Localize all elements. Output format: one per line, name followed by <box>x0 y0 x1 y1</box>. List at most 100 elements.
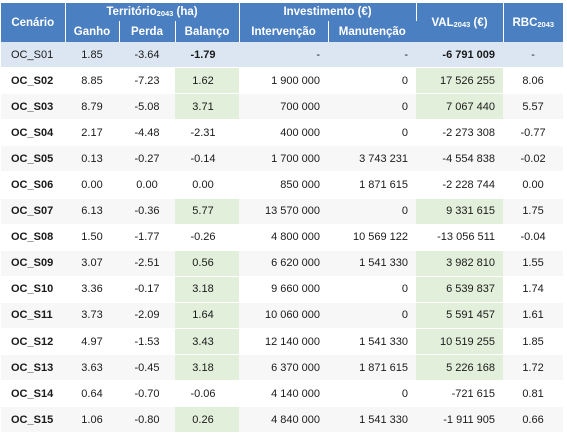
header-intervention: Intervenção <box>239 21 329 42</box>
table-row: OC_S15 1.06 -0.80 0.26 4 840 000 1 541 330 -1 … <box>1 406 564 434</box>
intervention-cell: 4 840 000 <box>239 406 329 434</box>
val-cell: 3 982 810 <box>416 250 504 277</box>
intervention-cell: - <box>239 42 329 69</box>
maintenance-cell: 1 871 615 <box>328 354 417 382</box>
table-row: OC_S09 3.07 -2.51 0.56 6 620 000 1 541 330 3 9… <box>1 250 564 277</box>
maintenance-cell: 3 743 231 <box>328 145 417 173</box>
loss-cell: -0.17 <box>119 276 175 303</box>
table-row: OC_S03 8.79 -5.08 3.71 700 000 0 7 067 440 5.57 <box>1 93 564 121</box>
gain-cell: 6.13 <box>65 198 119 225</box>
intervention-cell: 9 660 000 <box>239 276 329 303</box>
rbc-cell: 0.81 <box>503 380 564 408</box>
maintenance-cell: 0 <box>328 276 417 303</box>
rbc-cell: 5.57 <box>503 93 564 121</box>
header-scenario: Cenário <box>1 3 66 42</box>
intervention-cell: 4 800 000 <box>239 224 329 251</box>
maintenance-cell: 0 <box>328 119 417 147</box>
balance-cell: 0.26 <box>175 406 240 434</box>
table-row: OC_S10 3.36 -0.17 3.18 9 660 000 0 6 539 837 1.… <box>1 276 564 303</box>
val-cell: 5 226 168 <box>416 354 504 382</box>
scenario-name-cell: OC_S14 <box>1 380 65 408</box>
gain-cell: 3.73 <box>65 302 119 330</box>
scenario-name-cell: OC_S03 <box>1 93 65 121</box>
scenario-name-cell: OC_S02 <box>1 67 65 95</box>
balance-cell: 5.77 <box>175 198 240 225</box>
maintenance-cell: 1 541 330 <box>328 250 417 277</box>
maintenance-cell: 0 <box>328 302 417 330</box>
loss-cell: 0.00 <box>119 171 175 199</box>
intervention-cell: 13 570 000 <box>239 198 329 225</box>
scenario-name-cell: OC_S12 <box>1 328 65 356</box>
balance-cell: -1.79 <box>175 42 240 69</box>
header-row-top: Cenário Território2043 (ha) Investimento… <box>1 3 564 42</box>
scenario-results-table: Cenário Território2043 (ha) Investimento… <box>1 3 564 434</box>
table-row: OC_S06 0.00 0.00 0.00 850 000 1 871 615 -2 228… <box>1 171 564 199</box>
loss-cell: -0.70 <box>119 380 175 408</box>
maintenance-cell: 1 541 330 <box>328 328 417 356</box>
loss-cell: -2.51 <box>119 250 175 277</box>
gain-cell: 3.36 <box>65 276 119 303</box>
maintenance-cell: 1 871 615 <box>328 171 417 199</box>
header-gain: Ganho <box>65 21 120 42</box>
scenario-name-cell: OC_S11 <box>1 302 65 330</box>
rbc-cell: 1.61 <box>503 302 564 330</box>
loss-cell: -7.23 <box>119 67 175 95</box>
table-row: OC_S01 1.85 -3.64 -1.79- - -6 791 009- <box>1 42 564 69</box>
maintenance-cell: 0 <box>328 93 417 121</box>
gain-cell: 0.00 <box>65 171 119 199</box>
header-row-sub: Ganho Perda Balanço Intervenção Manutenç… <box>1 21 563 42</box>
balance-cell: -0.06 <box>175 380 240 408</box>
table-row: OC_S13 3.63 -0.45 3.18 6 370 000 1 871 615 5 2… <box>1 354 564 382</box>
val-cell: -1 911 905 <box>416 406 504 434</box>
scenario-name-cell: OC_S05 <box>1 145 65 173</box>
val-cell: -2 228 744 <box>416 171 504 199</box>
val-cell: 10 519 255 <box>416 328 504 356</box>
loss-cell: -0.27 <box>119 145 175 173</box>
header-balance: Balanço <box>175 21 240 42</box>
loss-cell: -1.53 <box>119 328 175 356</box>
val-cell: -4 554 838 <box>416 145 504 173</box>
rbc-cell: 0.00 <box>503 171 564 199</box>
gain-cell: 1.06 <box>65 406 119 434</box>
header-loss: Perda <box>119 21 176 42</box>
header-val: VAL2043 (€) <box>416 3 504 42</box>
header-maintenance: Manutenção <box>328 21 417 42</box>
balance-cell: 1.64 <box>175 302 240 330</box>
gain-cell: 3.63 <box>65 354 119 382</box>
scenario-name-cell: OC_S08 <box>1 224 65 251</box>
loss-cell: -0.36 <box>119 198 175 225</box>
intervention-cell: 12 140 000 <box>239 328 329 356</box>
val-cell: 6 539 837 <box>416 276 504 303</box>
val-cell: 5 591 457 <box>416 302 504 330</box>
scenario-name-cell: OC_S07 <box>1 198 65 225</box>
gain-cell: 4.97 <box>65 328 119 356</box>
loss-cell: -1.77 <box>119 224 175 251</box>
val-cell: -2 273 308 <box>416 119 504 147</box>
val-cell: 17 526 255 <box>416 67 504 95</box>
scenario-name-cell: OC_S06 <box>1 171 65 199</box>
gain-cell: 8.79 <box>65 93 119 121</box>
loss-cell: -5.08 <box>119 93 175 121</box>
balance-cell: 0.00 <box>175 171 240 199</box>
intervention-cell: 6 620 000 <box>239 250 329 277</box>
table-row: OC_S07 6.13 -0.36 5.77 13 570 000 0 9 331 615 1… <box>1 198 564 225</box>
rbc-cell: - <box>503 42 564 69</box>
loss-cell: -0.80 <box>119 406 175 434</box>
balance-cell: 3.18 <box>175 276 240 303</box>
table-row: OC_S08 1.50 -1.77 -0.26 4 800 000 10 569 122-… <box>1 224 564 251</box>
gain-cell: 3.07 <box>65 250 119 277</box>
table-row: OC_S14 0.64 -0.70 -0.06 4 140 000 0 -721 615 0.… <box>1 380 564 408</box>
scenario-name-cell: OC_S09 <box>1 250 65 277</box>
intervention-cell: 400 000 <box>239 119 329 147</box>
table-row: OC_S11 3.73 -2.09 1.64 10 060 000 0 5 591 457 1… <box>1 302 564 330</box>
table-body: OC_S01 1.85 -3.64 -1.79- - -6 791 009- OC_S02 8… <box>1 42 564 434</box>
table-row: OC_S12 4.97 -1.53 3.43 12 140 000 1 541 330 10… <box>1 328 564 356</box>
maintenance-cell: - <box>328 42 417 69</box>
val-cell: 9 331 615 <box>416 198 504 225</box>
val-cell: -13 056 511 <box>416 224 504 251</box>
rbc-cell: 1.85 <box>503 328 564 356</box>
scenario-name-cell: OC_S04 <box>1 119 65 147</box>
table-row: OC_S02 8.85 -7.23 1.62 1 900 000 0 17 526 255 8… <box>1 67 564 95</box>
rbc-cell: 0.66 <box>503 406 564 434</box>
